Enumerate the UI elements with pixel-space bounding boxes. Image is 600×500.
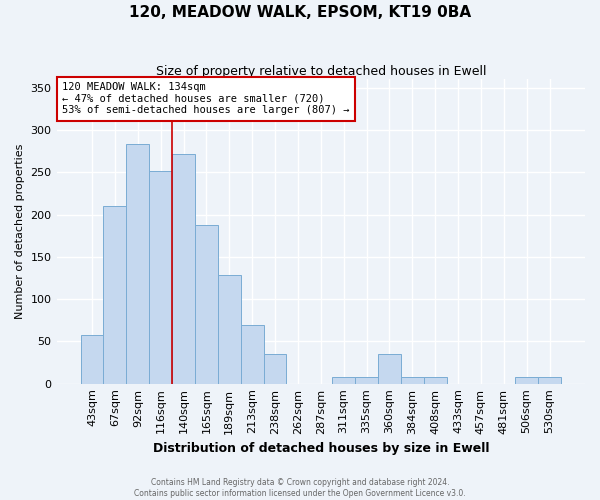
Bar <box>355 377 378 384</box>
Bar <box>378 354 401 384</box>
Bar <box>80 334 103 384</box>
X-axis label: Distribution of detached houses by size in Ewell: Distribution of detached houses by size … <box>152 442 489 455</box>
Bar <box>149 170 172 384</box>
Bar <box>172 154 195 384</box>
Bar <box>241 326 263 384</box>
Y-axis label: Number of detached properties: Number of detached properties <box>15 144 25 319</box>
Text: 120 MEADOW WALK: 134sqm
← 47% of detached houses are smaller (720)
53% of semi-d: 120 MEADOW WALK: 134sqm ← 47% of detache… <box>62 82 349 116</box>
Bar <box>263 354 286 384</box>
Bar <box>218 276 241 384</box>
Bar <box>538 377 561 384</box>
Title: Size of property relative to detached houses in Ewell: Size of property relative to detached ho… <box>155 65 486 78</box>
Bar <box>195 224 218 384</box>
Bar <box>127 144 149 384</box>
Text: 120, MEADOW WALK, EPSOM, KT19 0BA: 120, MEADOW WALK, EPSOM, KT19 0BA <box>129 5 471 20</box>
Bar <box>401 377 424 384</box>
Bar <box>424 377 446 384</box>
Text: Contains HM Land Registry data © Crown copyright and database right 2024.
Contai: Contains HM Land Registry data © Crown c… <box>134 478 466 498</box>
Bar <box>103 206 127 384</box>
Bar <box>332 377 355 384</box>
Bar <box>515 377 538 384</box>
